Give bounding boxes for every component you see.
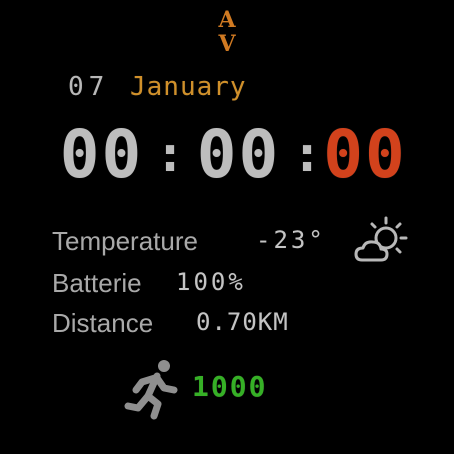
clock-seconds: 00 [323,115,407,193]
clock-hours: 00 [59,115,144,193]
clock-separator: : [155,125,188,183]
partly-cloudy-icon [354,216,408,262]
logo-top-letter: A [218,7,236,33]
running-person-icon [124,360,178,420]
clock-time: 00 : 00 : 00 [48,115,408,193]
clock-minutes: 00 [196,115,281,193]
step-count: 1000 [192,370,268,403]
battery-label: Batterie [52,268,142,298]
distance-label: Distance [52,308,154,338]
logo-bottom-letter: V [218,31,236,57]
date-month: January [130,72,247,102]
clock-separator: : [292,125,325,183]
battery-value: 100% [176,268,246,296]
temperature-label: Temperature [52,226,198,256]
date-day: 07 [68,72,110,102]
temperature-value: -23° [256,226,326,254]
app-logo: A V [208,8,246,62]
distance-value: 0.70KM [196,308,289,336]
